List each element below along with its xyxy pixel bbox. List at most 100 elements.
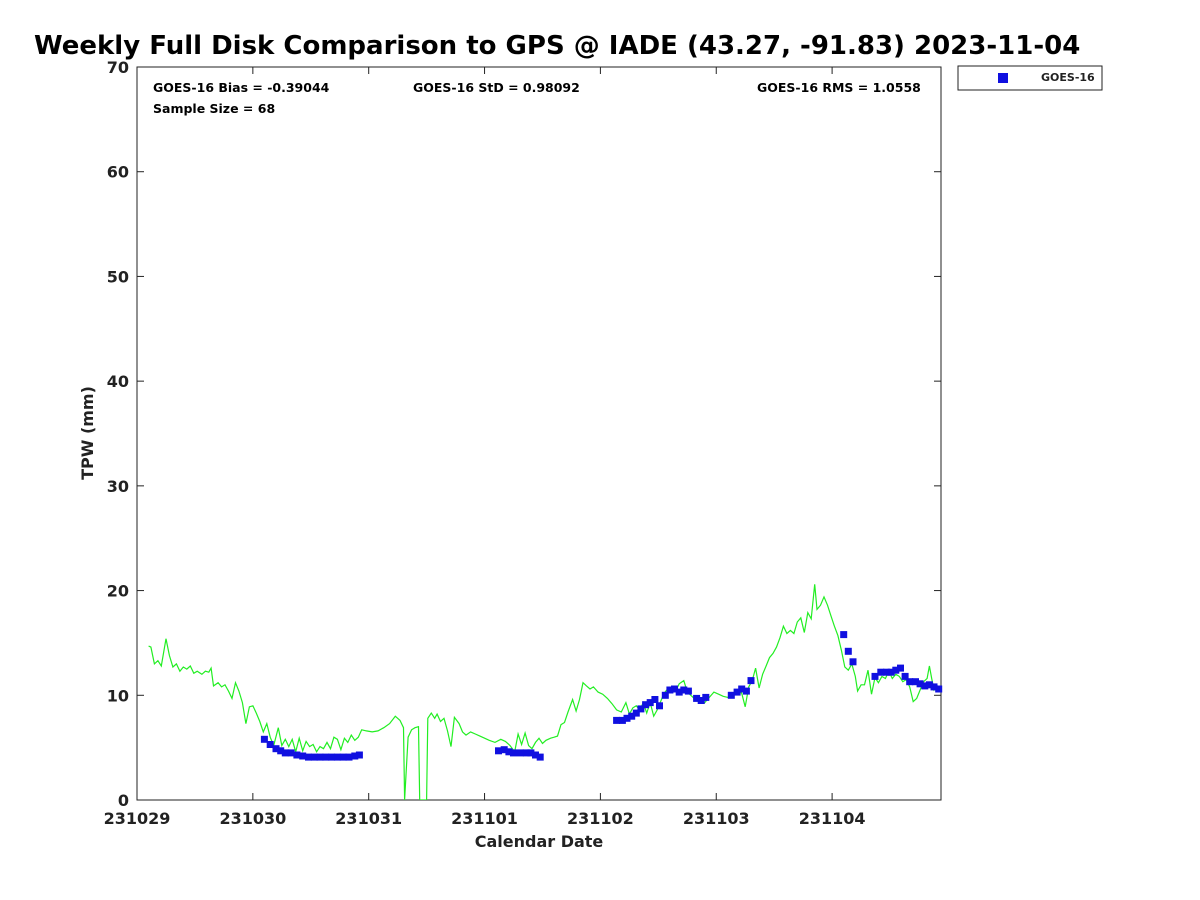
goes16-point bbox=[935, 685, 943, 693]
goes16-point bbox=[906, 678, 914, 686]
goes16-point bbox=[505, 748, 513, 756]
goes16-point bbox=[495, 747, 502, 755]
goes16-point bbox=[742, 687, 750, 695]
goes16-point bbox=[287, 749, 295, 757]
y-tick-label: 20 bbox=[107, 582, 129, 601]
goes16-point bbox=[930, 683, 938, 691]
legend: GOES-16 bbox=[957, 65, 1103, 91]
goes16-point bbox=[747, 677, 755, 685]
goes16-point bbox=[281, 749, 289, 757]
goes16-point bbox=[532, 751, 539, 759]
goes16-point bbox=[632, 709, 640, 717]
goes16-point bbox=[536, 753, 544, 761]
stat-rms: GOES-16 RMS = 1.0558 bbox=[757, 80, 921, 95]
legend-swatch-goes16 bbox=[998, 73, 1008, 83]
goes16-point bbox=[637, 705, 645, 713]
goes16-point bbox=[500, 746, 508, 754]
x-tick-label: 231102 bbox=[567, 809, 634, 828]
x-axis-label: Calendar Date bbox=[475, 832, 604, 851]
goes16-point bbox=[646, 699, 654, 707]
x-tick-label: 231031 bbox=[335, 809, 402, 828]
goes16-point bbox=[510, 749, 517, 757]
goes16-point bbox=[355, 751, 363, 759]
x-axis: 231029 231030 231031 231101 231102 231103 2311… bbox=[104, 67, 866, 828]
goes16-point bbox=[310, 753, 318, 761]
goes16-point bbox=[613, 716, 621, 724]
y-tick-label: 40 bbox=[107, 372, 129, 391]
goes16-point bbox=[305, 753, 312, 761]
goes16-point bbox=[522, 749, 530, 757]
goes16-point bbox=[697, 697, 705, 704]
legend-entry-goes16: GOES-16 bbox=[1041, 71, 1095, 84]
plot-frame bbox=[136, 66, 942, 801]
goes16-point bbox=[671, 685, 678, 693]
goes16-point bbox=[651, 696, 659, 703]
goes16-point bbox=[840, 631, 848, 639]
y-tick-label: 50 bbox=[107, 267, 129, 286]
goes16-point bbox=[738, 685, 746, 693]
goes16-point bbox=[656, 702, 663, 710]
y-axis: 0 10 20 30 40 50 60 70 bbox=[107, 58, 941, 810]
stat-std: GOES-16 StD = 0.98092 bbox=[413, 80, 580, 95]
goes16-point bbox=[912, 678, 919, 686]
x-tick-label: 231030 bbox=[219, 809, 286, 828]
goes16-point bbox=[351, 752, 359, 760]
goes16-point bbox=[618, 716, 626, 724]
goes16-point bbox=[675, 688, 683, 696]
goes16-point bbox=[266, 741, 274, 748]
y-tick-label: 70 bbox=[107, 58, 129, 77]
goes16-point bbox=[684, 687, 692, 695]
goes16-point bbox=[871, 672, 879, 680]
y-tick-label: 0 bbox=[118, 791, 129, 810]
goes16-point bbox=[328, 753, 336, 761]
x-tick-label: 231104 bbox=[799, 809, 866, 828]
y-tick-label: 60 bbox=[107, 163, 129, 182]
goes16-point bbox=[322, 753, 330, 761]
goes16-point bbox=[527, 749, 535, 757]
goes16-point bbox=[260, 735, 268, 743]
stat-sample-size: Sample Size = 68 bbox=[153, 101, 275, 116]
goes16-point bbox=[642, 701, 650, 709]
y-tick-label: 10 bbox=[107, 686, 129, 705]
plot-area bbox=[136, 66, 942, 801]
goes16-point bbox=[517, 749, 524, 757]
series-layer bbox=[148, 584, 943, 800]
goes16-point bbox=[339, 753, 347, 761]
goes16-point bbox=[277, 747, 285, 755]
goes16-point bbox=[693, 694, 701, 702]
x-tick-label: 231101 bbox=[451, 809, 518, 828]
goes16-point bbox=[345, 753, 353, 761]
y-tick-label: 30 bbox=[107, 477, 129, 496]
goes16-point bbox=[661, 691, 669, 699]
goes16-point bbox=[897, 664, 904, 672]
goes16-point bbox=[628, 712, 636, 720]
x-tick-label: 231103 bbox=[683, 809, 750, 828]
goes16-point bbox=[727, 691, 735, 699]
goes16-point bbox=[892, 666, 900, 674]
goes16-point bbox=[887, 668, 895, 676]
goes16-point bbox=[666, 686, 674, 694]
goes16-point bbox=[702, 693, 710, 701]
goes16-point bbox=[901, 672, 909, 680]
goes16-point bbox=[623, 714, 631, 722]
goes16-point bbox=[293, 751, 301, 759]
x-tick-label: 231029 bbox=[104, 809, 171, 828]
goes16-point bbox=[921, 682, 929, 690]
stat-bias: GOES-16 Bias = -0.39044 bbox=[153, 80, 330, 95]
goes16-point bbox=[916, 680, 924, 688]
goes16-point bbox=[272, 745, 280, 753]
goes16-point bbox=[925, 681, 933, 689]
goes16-point bbox=[844, 647, 852, 655]
goes16-point bbox=[316, 753, 324, 761]
goes16-point bbox=[680, 686, 688, 694]
goes16-point bbox=[883, 668, 891, 676]
goes16-point bbox=[299, 752, 307, 760]
legend-box bbox=[957, 65, 1103, 91]
y-axis-label: TPW (mm) bbox=[78, 386, 97, 480]
chart-title: Weekly Full Disk Comparison to GPS @ IAD… bbox=[34, 31, 1080, 61]
goes16-point bbox=[849, 658, 857, 666]
goes16-point bbox=[733, 688, 741, 696]
goes16-point bbox=[333, 753, 341, 761]
goes16-point bbox=[877, 668, 885, 676]
